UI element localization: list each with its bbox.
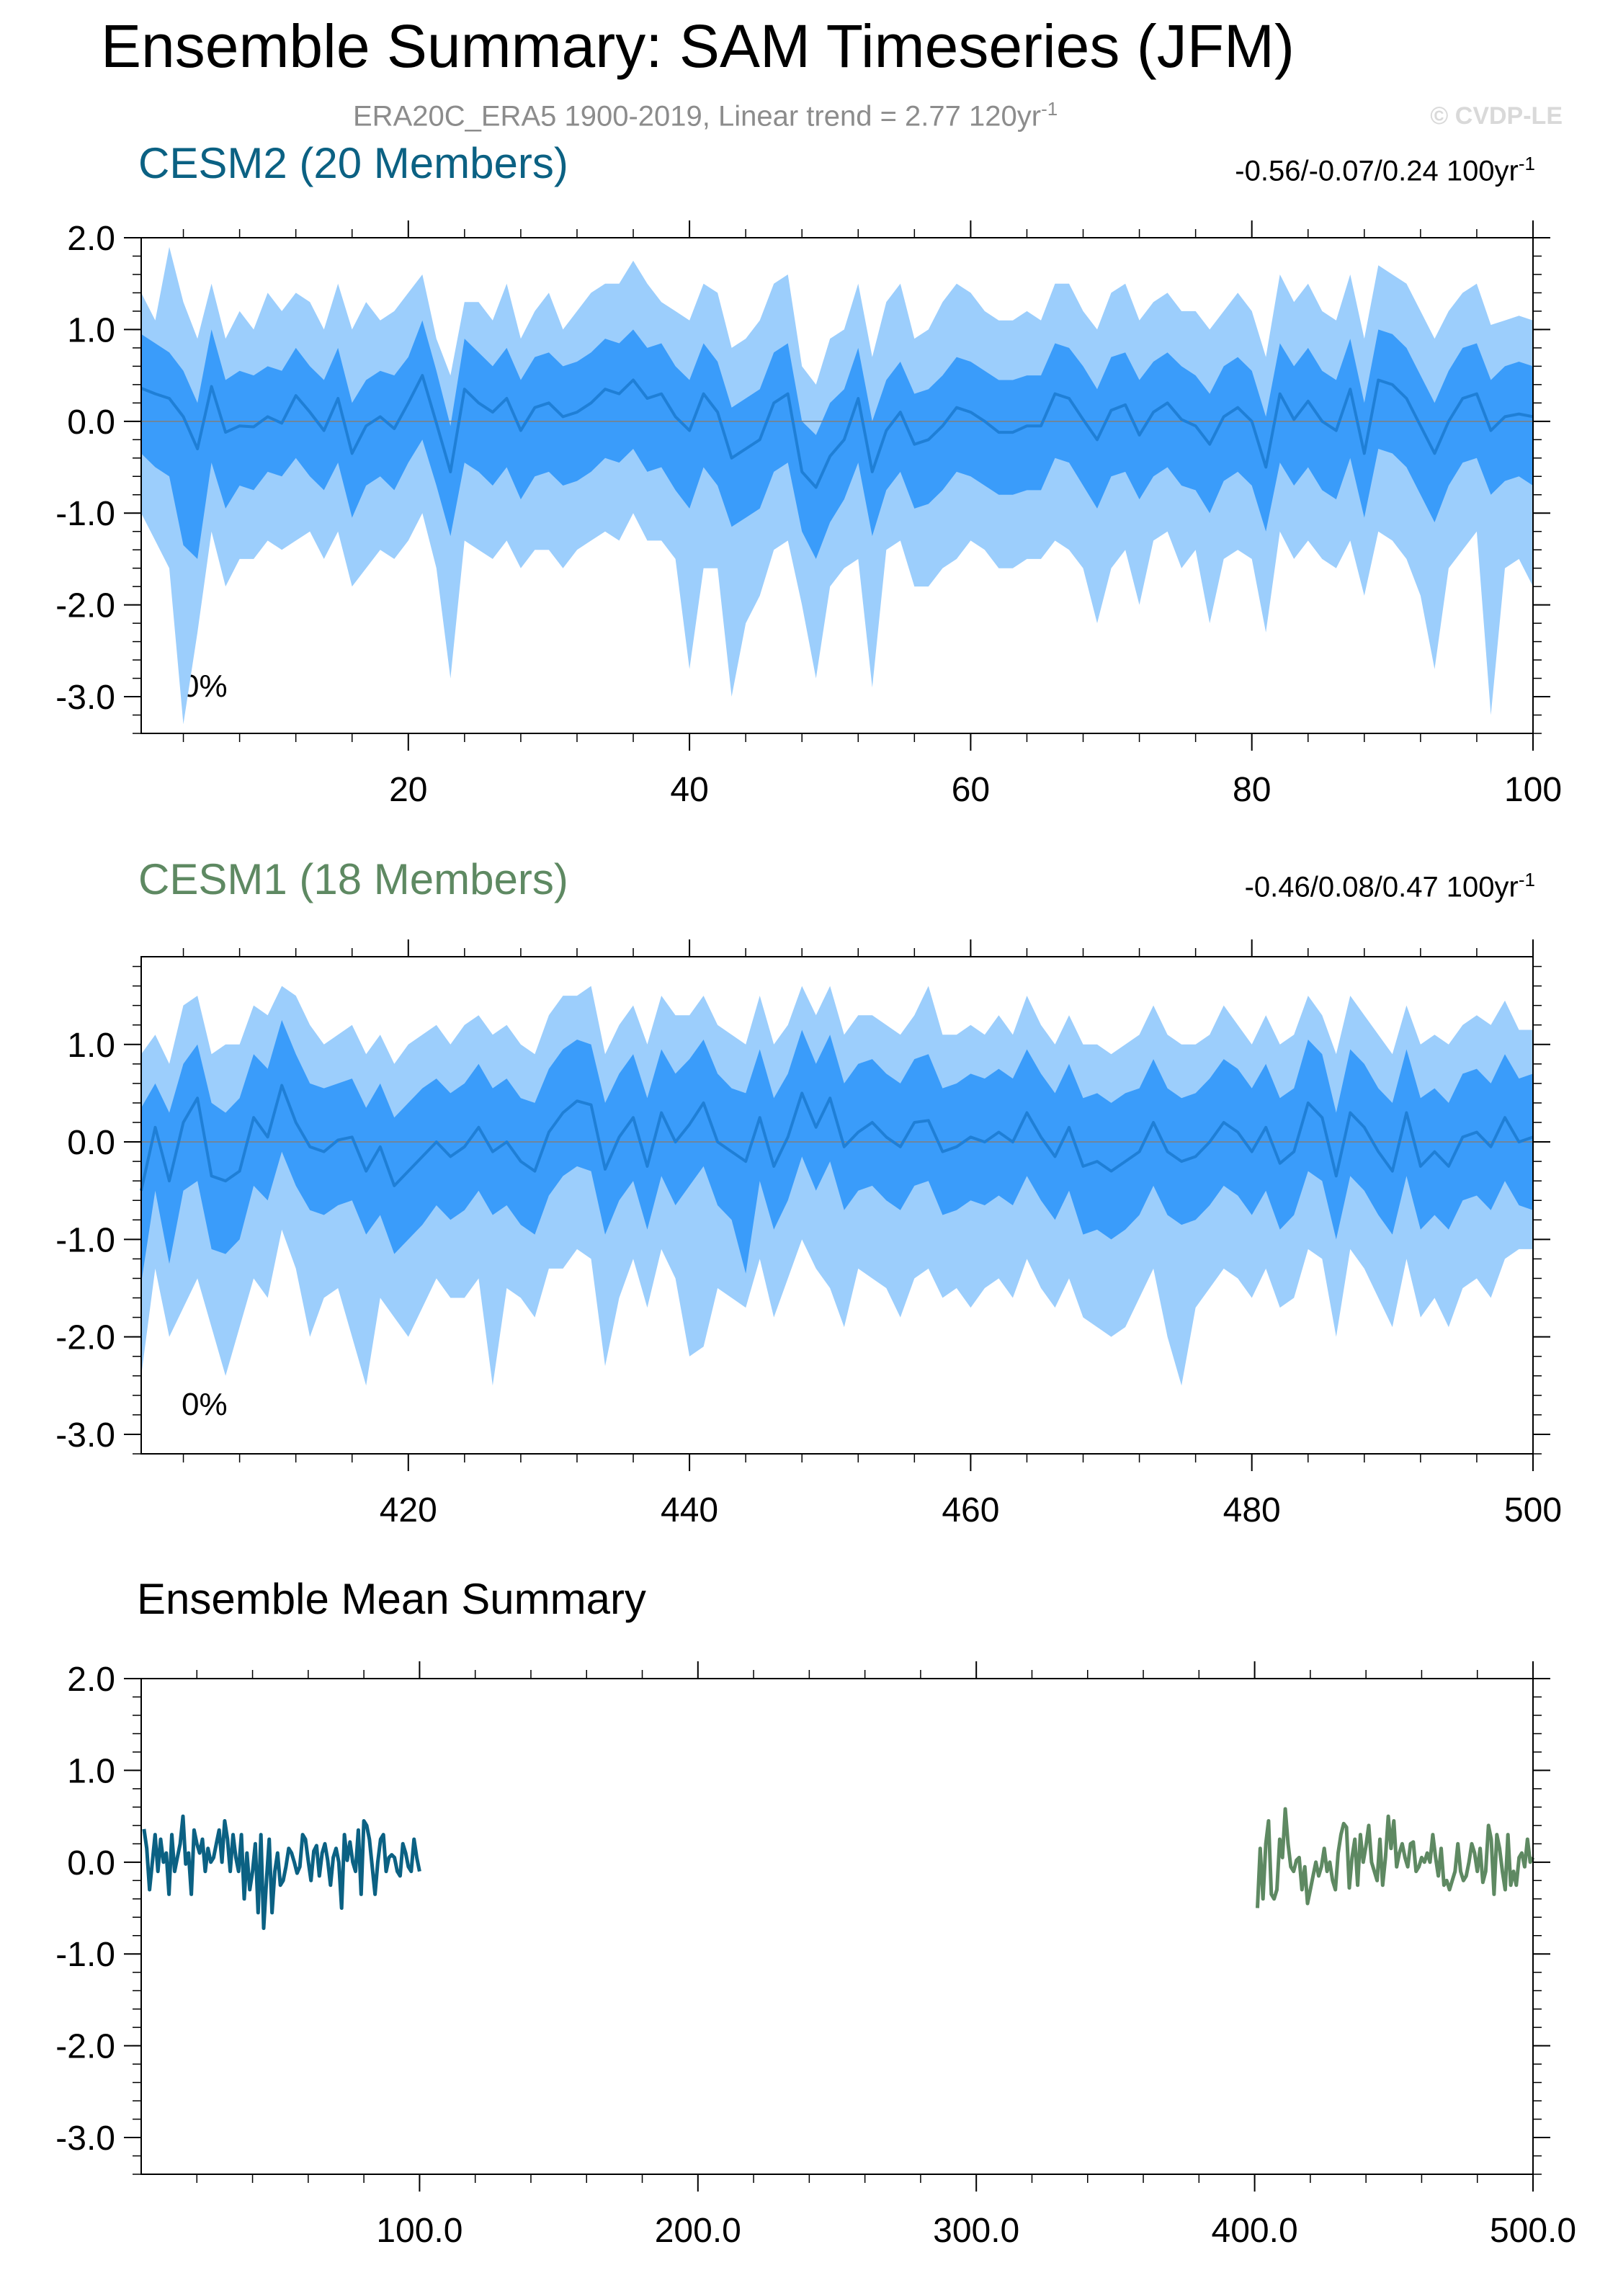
panel1-ytick-label: -2.0 (55, 587, 115, 625)
panel1-xtick-label: 20 (389, 771, 427, 809)
panel2-ensemble-mean-line (140, 1084, 1534, 1192)
panel1-ytick-label: 1.0 (67, 311, 115, 349)
panel2-ytick-label: 1.0 (67, 1027, 115, 1065)
panel2-title: CESM1 (18 Members) (138, 855, 568, 903)
panel1-title: CESM2 (20 Members) (138, 139, 568, 187)
panel1-ytick-label: 0.0 (67, 403, 115, 442)
panel2-ytick-label: -2.0 (55, 1319, 115, 1357)
panel2-trend-text: -0.46/0.08/0.47 100yr (1244, 871, 1519, 903)
panel2-xtick-label: 440 (661, 1491, 718, 1529)
panel2-frame (140, 956, 1534, 1455)
panel2-chart: 1.0 0.0 -1.0 -2.0 -3.0 420 440 460 480 500 (55, 939, 1562, 1529)
panel2-ytick-label: -1.0 (55, 1221, 115, 1259)
copyright-watermark: © CVDP-LE (1430, 102, 1563, 130)
panel2-xtick-label: 420 (380, 1491, 437, 1529)
panel2-percent-label: 0% (182, 1387, 228, 1422)
panel3-xtick-label: 500.0 (1490, 2212, 1576, 2250)
panel3-ytick-label: 0.0 (67, 1844, 115, 1882)
panel1-trend-superscript: -1 (1518, 153, 1535, 174)
subtitle: ERA20C_ERA5 1900-2019, Linear trend = 2.… (353, 98, 1058, 133)
panel1-xtick-label: 40 (670, 771, 708, 809)
panel2-trend-superscript: -1 (1518, 869, 1535, 890)
subtitle-text: ERA20C_ERA5 1900-2019, Linear trend = 2.… (353, 100, 1042, 133)
panel2-trend: -0.46/0.08/0.47 100yr-1 (1245, 869, 1535, 903)
panel1-ytick-label: 2.0 (67, 220, 115, 258)
panel2-ytick-label: 0.0 (67, 1124, 115, 1162)
panel3-series-cesm1-line (1256, 1807, 1535, 1908)
panel3-ytick-label: -1.0 (55, 1936, 115, 1974)
panel3-xtick-label: 300.0 (933, 2212, 1019, 2250)
panel1-xtick-label: 80 (1233, 771, 1271, 809)
panel3-xtick-label: 200.0 (655, 2212, 741, 2250)
panel2-xtick-label: 480 (1223, 1491, 1281, 1529)
panel1-chart: 2.0 1.0 0.0 -1.0 -2.0 -3.0 20 40 60 80 100 (55, 220, 1562, 809)
panel2-inner-band (141, 1019, 1533, 1284)
panel3-chart: 2.0 1.0 0.0 -1.0 -2.0 -3.0 100.0 200.0 300.0 400.… (55, 1661, 1576, 2250)
panel1-ytick-label: -3.0 (55, 679, 115, 717)
panel3-series-cesm2-line (142, 1814, 421, 1930)
panel1-frame (140, 237, 1534, 734)
panel1-ytick-label: -1.0 (55, 495, 115, 533)
panel1-xtick-label: 100 (1504, 771, 1562, 809)
panel3-ytick-label: 1.0 (67, 1752, 115, 1790)
panel3-ytick-label: 2.0 (67, 1661, 115, 1699)
panel1-ensemble-mean-line (140, 374, 1534, 489)
panel2-xtick-label: 500 (1504, 1491, 1562, 1529)
panel1-trend: -0.56/-0.07/0.24 100yr-1 (1235, 153, 1535, 187)
panel3-ytick-label: -3.0 (55, 2119, 115, 2158)
panel1-trend-text: -0.56/-0.07/0.24 100yr (1235, 155, 1519, 187)
subtitle-superscript: -1 (1041, 98, 1058, 120)
panel2-xtick-label: 460 (942, 1491, 999, 1529)
page-title: Ensemble Summary: SAM Timeseries (JFM) (101, 12, 1295, 80)
panel3-xtick-label: 400.0 (1212, 2212, 1298, 2250)
panel3-title: Ensemble Mean Summary (137, 1575, 646, 1623)
panel3-xtick-label: 100.0 (376, 2212, 462, 2250)
panel3-frame (140, 1678, 1534, 2175)
panel1-inner-band (141, 320, 1533, 559)
panel2-ytick-label: -3.0 (55, 1416, 115, 1455)
panel3-ytick-label: -2.0 (55, 2028, 115, 2066)
panel1-xtick-label: 60 (952, 771, 990, 809)
